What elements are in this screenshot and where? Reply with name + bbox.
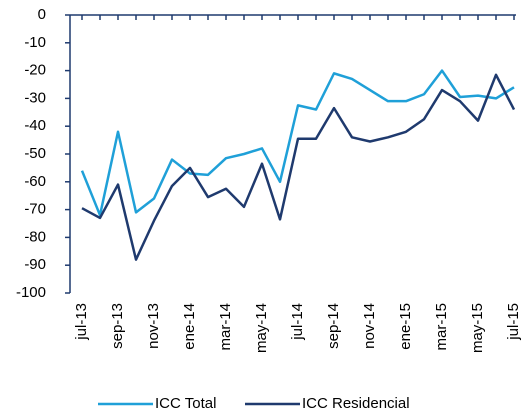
y-tick-label: -10 <box>24 34 46 51</box>
y-tick-label: -100 <box>16 284 46 301</box>
y-tick-label: -20 <box>24 62 46 79</box>
y-tick-label: -40 <box>24 117 46 134</box>
y-tick-label: -50 <box>24 145 46 162</box>
x-tick-label: may-14 <box>253 303 270 353</box>
x-tick-label: jul-14 <box>289 303 306 341</box>
y-tick-label: 0 <box>38 6 46 23</box>
x-tick-label: jul-13 <box>73 303 90 341</box>
y-tick-label: -70 <box>24 201 46 218</box>
y-tick-label: -30 <box>24 89 46 106</box>
y-tick-label: -60 <box>24 173 46 190</box>
x-tick-label: jul-15 <box>505 303 522 341</box>
x-tick-label: may-15 <box>469 303 486 353</box>
legend-label: ICC Residencial <box>302 395 410 412</box>
line-series <box>80 69 515 217</box>
legend-label: ICC Total <box>155 395 216 412</box>
x-tick-label: nov-13 <box>145 303 162 349</box>
line-series <box>81 73 516 261</box>
x-tick-label: sep-13 <box>109 303 126 349</box>
x-tick-label: sep-14 <box>325 303 342 349</box>
x-tick-label: mar-15 <box>433 303 450 351</box>
y-tick-label: -80 <box>24 228 46 245</box>
x-tick-label: mar-14 <box>217 303 234 351</box>
y-tick-label: -90 <box>24 256 46 273</box>
x-tick-label: ene-15 <box>397 303 414 350</box>
x-tick-label: nov-14 <box>361 303 378 349</box>
x-tick-label: ene-14 <box>181 303 198 350</box>
